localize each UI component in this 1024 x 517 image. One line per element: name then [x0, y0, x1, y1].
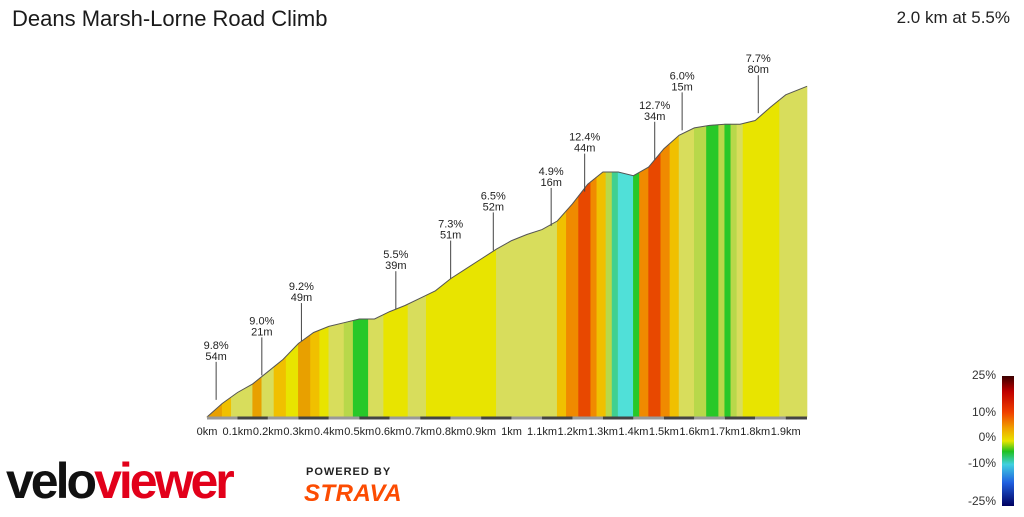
scale-label-neg10: -10% [967, 456, 996, 470]
x-tick-label: 1.3km [588, 426, 618, 438]
gradient-segment-23 [596, 171, 607, 418]
x-tick-label: 0.9km [466, 426, 496, 438]
scale-label-25: 25% [971, 368, 996, 382]
gradient-segment-4 [261, 366, 275, 418]
gradient-segment-25 [611, 171, 619, 418]
annotation-grade: 9.2% [289, 281, 314, 293]
gradient-segment-31 [669, 134, 680, 418]
gradient-segment-27 [633, 171, 640, 418]
gradient-segment-40 [779, 85, 808, 418]
scale-label-neg25: -25% [967, 494, 996, 508]
gradient-segment-24 [605, 171, 613, 418]
x-tick-label: 1.1km [527, 426, 557, 438]
gradient-segment-11 [343, 320, 354, 418]
annotation-grade: 9.8% [204, 340, 229, 352]
gradient-segment-13 [368, 314, 384, 418]
annotation-length: 49m [291, 292, 312, 304]
x-tick-label: 0.8km [436, 426, 466, 438]
gradient-segment-29 [648, 151, 662, 418]
x-tick-label: 1.6km [679, 426, 709, 438]
x-tick-label: 0.4km [314, 426, 344, 438]
x-tick-label: 0.1km [222, 426, 252, 438]
x-tick-label: 1.5km [649, 426, 679, 438]
gradient-segment-9 [319, 325, 330, 418]
x-tick-label: 1.8km [740, 426, 770, 438]
gradient-segment-21 [578, 181, 592, 418]
gradient-segment-37 [730, 123, 738, 418]
x-tick-label: 0.3km [283, 426, 313, 438]
x-tick-label: 0.5km [344, 426, 374, 438]
x-tick-label: 1.2km [557, 426, 587, 438]
x-tick-label: 1.9km [771, 426, 801, 438]
x-tick-label: 0.7km [405, 426, 435, 438]
gradient-segment-2 [231, 383, 253, 418]
annotation-length: 34m [644, 111, 665, 123]
annotation-length: 15m [671, 81, 692, 93]
gradient-segment-32 [678, 127, 695, 418]
gradient-segment-33 [694, 125, 707, 418]
svg-text:veloviewer: veloviewer [6, 453, 234, 508]
gradient-segment-38 [736, 123, 744, 418]
veloviewer-logo: veloviewer veloviewer [6, 453, 237, 508]
gradient-segment-10 [328, 322, 345, 418]
annotation-grade: 12.7% [639, 100, 670, 112]
gradient-segment-20 [566, 195, 579, 418]
x-tick-label: 0.2km [253, 426, 283, 438]
annotation-length: 21m [251, 326, 272, 338]
gradient-segments [206, 85, 808, 418]
annotation-length: 16m [540, 177, 561, 189]
powered-by-label: POWERED BY [306, 466, 392, 478]
annotation-grade: 9.0% [249, 315, 274, 327]
gradient-segment-22 [590, 176, 598, 418]
gradient-segment-18 [496, 220, 558, 418]
gradient-segment-26 [617, 171, 634, 418]
gradient-segment-8 [310, 329, 320, 418]
gradient-segment-28 [639, 166, 649, 418]
annotation-grade: 7.3% [438, 219, 463, 231]
annotation-length: 51m [440, 230, 461, 242]
profile-outline [206, 85, 808, 418]
annotation-grade: 4.9% [539, 166, 564, 178]
annotation-grade: 6.0% [670, 70, 695, 82]
annotation-grade: 5.5% [383, 249, 408, 261]
gradient-color-scale: 25% 10% 0% -10% -25% [960, 368, 1024, 512]
gradient-segment-34 [706, 124, 719, 418]
annotation-grade: 7.7% [746, 53, 771, 65]
gradient-segment-39 [742, 99, 780, 418]
gradient-segment-36 [724, 123, 732, 418]
annotation-length: 54m [205, 351, 226, 363]
annotation-length: 52m [483, 201, 504, 213]
strava-logo: STRAVA [304, 480, 403, 507]
gradient-segment-12 [352, 318, 369, 418]
annotation-length: 80m [748, 64, 769, 76]
annotation-length: 39m [385, 260, 406, 272]
x-tick-label: 1km [501, 426, 522, 438]
gradient-segment-16 [425, 274, 458, 418]
x-tick-label: 0km [197, 426, 218, 438]
x-tick-label: 1.4km [618, 426, 648, 438]
gradient-segment-17 [456, 248, 497, 418]
scale-label-10: 10% [971, 405, 996, 419]
annotation-grade: 6.5% [481, 190, 506, 202]
x-tick-label: 1.7km [710, 426, 740, 438]
gradient-segment-7 [298, 334, 311, 418]
gradient-scale-bar [1002, 376, 1014, 506]
annotation-length: 44m [574, 143, 595, 155]
page-title: Deans Marsh-Lorne Road Climb [12, 6, 328, 31]
scale-label-0: 0% [978, 430, 996, 444]
gradient-segment-14 [383, 303, 409, 418]
gradient-segment-15 [407, 294, 427, 418]
gradient-segment-19 [556, 209, 567, 418]
gradient-annotations: 9.8%54m 9.0%21m 9.2%49m 5.5%39m 7.3%51m 6.5%5… [204, 53, 771, 400]
x-tick-label: 0.6km [375, 426, 405, 438]
distance-axis: 0km 0.1km 0.2km 0.3km 0.4km 0.5km 0.6km 0.7km 0.… [197, 416, 807, 438]
gradient-segment-35 [718, 123, 726, 418]
gradient-segment-30 [660, 142, 671, 418]
annotation-grade: 12.4% [569, 132, 600, 144]
climb-summary: 2.0 km at 5.5% [896, 8, 1010, 27]
